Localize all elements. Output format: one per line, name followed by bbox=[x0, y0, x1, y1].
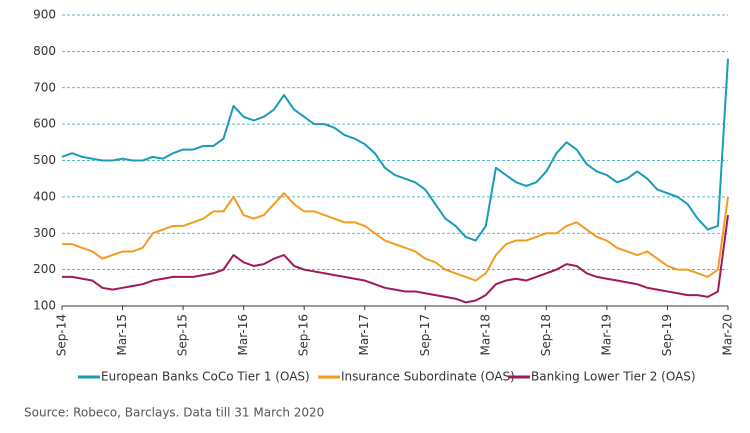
legend-label: Banking Lower Tier 2 (OAS) bbox=[531, 370, 696, 384]
series-line bbox=[62, 192, 729, 282]
x-tick-label: Sep-19 bbox=[660, 314, 674, 356]
x-tick-label: Mar-15 bbox=[115, 314, 129, 355]
series-line bbox=[62, 214, 729, 304]
y-tick-label: 700 bbox=[33, 80, 56, 94]
legend-label: European Banks CoCo Tier 1 (OAS) bbox=[101, 370, 310, 384]
y-tick-label: 600 bbox=[33, 117, 56, 131]
x-tick-label: Sep-14 bbox=[55, 314, 69, 356]
x-tick-label: Mar-19 bbox=[599, 314, 613, 355]
series-line bbox=[61, 58, 729, 242]
x-tick-label: Mar-18 bbox=[478, 314, 492, 355]
y-tick-label: 500 bbox=[33, 153, 56, 167]
x-tick-label: Mar-17 bbox=[357, 314, 371, 355]
y-tick-label: 300 bbox=[33, 226, 56, 240]
x-tick-label: Sep-18 bbox=[539, 314, 553, 356]
y-tick-label: 900 bbox=[33, 8, 56, 22]
x-tick-label: Mar-20 bbox=[721, 314, 735, 355]
x-tick-label: Mar-16 bbox=[236, 314, 250, 355]
legend-label: Insurance Subordinate (OAS) bbox=[341, 370, 515, 384]
y-tick-label: 100 bbox=[33, 299, 56, 313]
y-tick-label: 800 bbox=[33, 44, 56, 58]
x-tick-label: Sep-15 bbox=[176, 314, 190, 356]
x-tick-label: Sep-16 bbox=[297, 314, 311, 356]
y-tick-label: 200 bbox=[33, 262, 56, 276]
x-tick-label: Sep-17 bbox=[418, 314, 432, 356]
source-note: Source: Robeco, Barclays. Data till 31 M… bbox=[24, 406, 324, 420]
y-tick-label: 400 bbox=[33, 189, 56, 203]
